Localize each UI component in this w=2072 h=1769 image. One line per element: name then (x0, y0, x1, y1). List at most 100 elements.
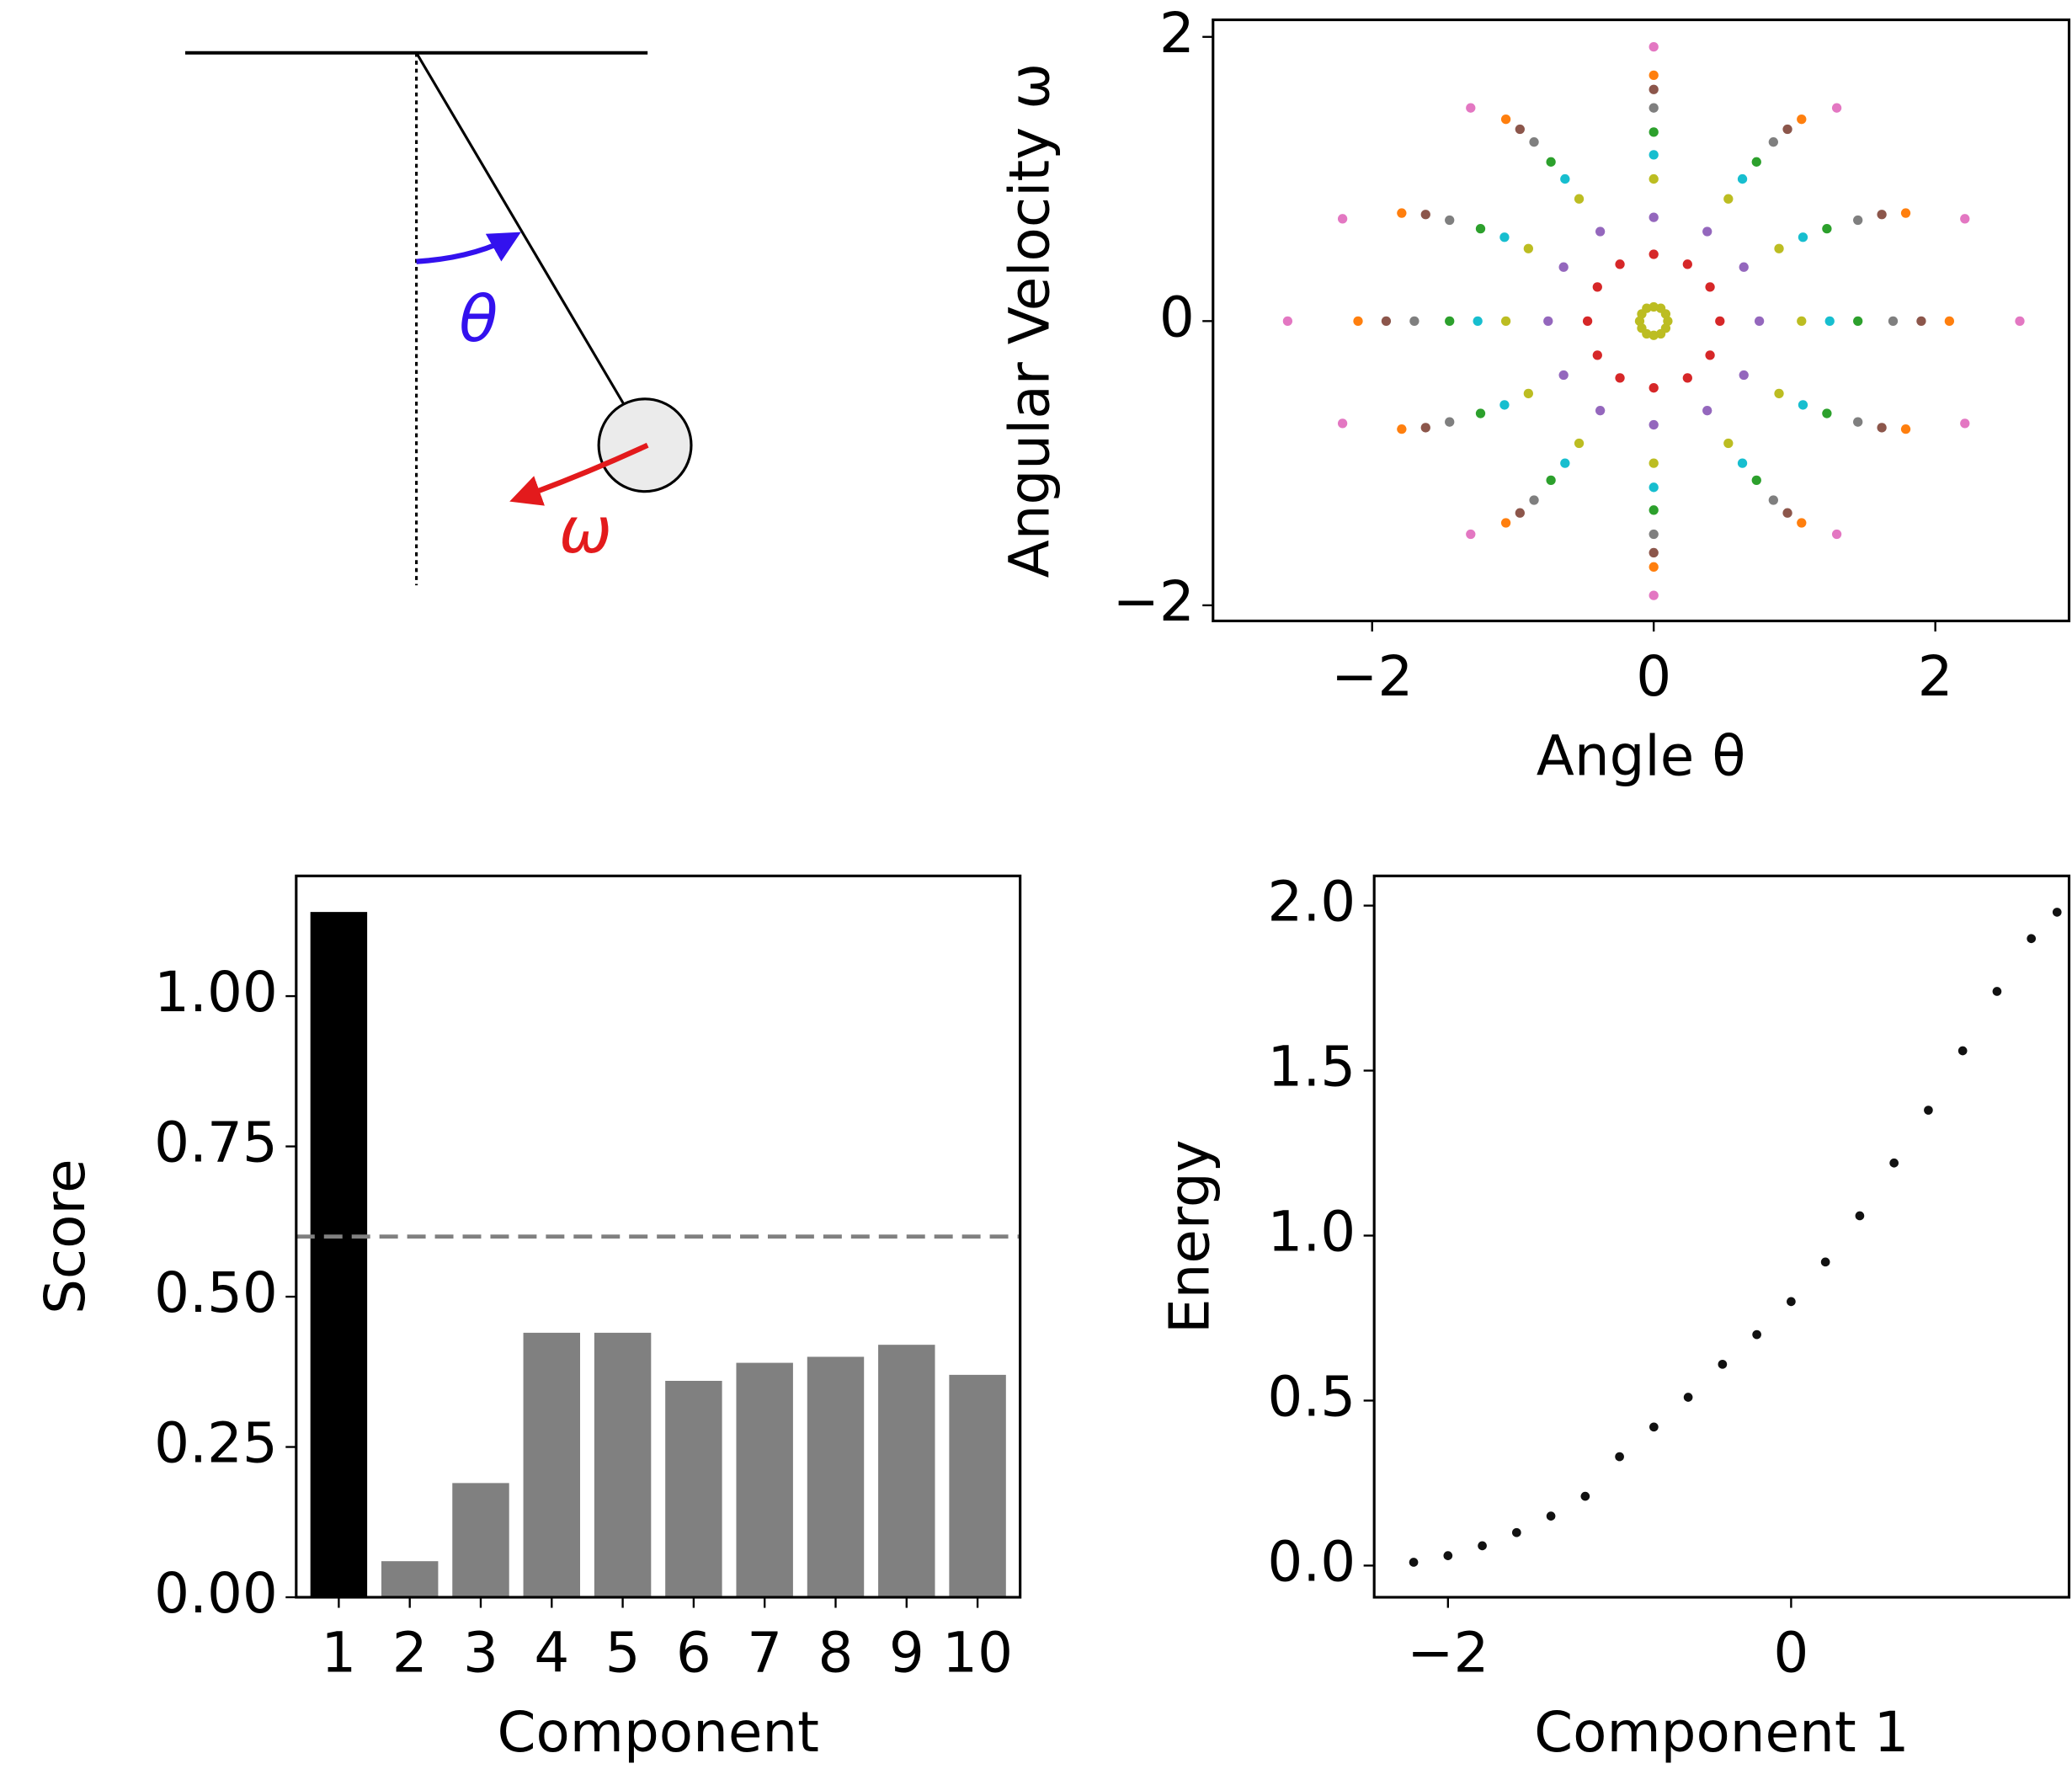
plot-frame (1212, 18, 2071, 623)
point (1889, 1158, 1899, 1168)
bar (949, 1374, 1006, 1598)
point (1478, 1541, 1487, 1551)
point (1381, 316, 1392, 326)
point (2015, 316, 2025, 326)
point (1683, 1393, 1693, 1402)
point (1649, 173, 1659, 184)
x-tick-label: 7 (747, 1621, 782, 1686)
point (1574, 438, 1585, 449)
point (1443, 1551, 1453, 1560)
point (1705, 350, 1715, 360)
y-axis-label: Angular Velocity ω (997, 63, 1062, 578)
point (1739, 262, 1749, 272)
point (1797, 518, 1807, 528)
point (1499, 400, 1510, 410)
point (1574, 194, 1585, 204)
point (1560, 458, 1570, 468)
point (1475, 408, 1486, 418)
point (1822, 223, 1832, 234)
point (1445, 316, 1455, 326)
point (1751, 475, 1761, 486)
omega-label: ω (559, 493, 612, 567)
point (1957, 1046, 1968, 1056)
point (1737, 458, 1748, 468)
point (1615, 259, 1625, 269)
point (1580, 1491, 1590, 1501)
point (1546, 1511, 1556, 1521)
point (1739, 370, 1749, 381)
point (1649, 1422, 1659, 1432)
y-tick-label: 1.5 (1267, 1035, 1356, 1100)
point (1723, 194, 1734, 204)
point (1754, 316, 1765, 326)
point (1515, 124, 1525, 135)
y-tick-label: 1.00 (154, 960, 278, 1025)
x-tick-label: 1 (321, 1621, 356, 1686)
point (1737, 173, 1748, 184)
point (1877, 210, 1887, 220)
point (1924, 1106, 1933, 1115)
point (1445, 215, 1455, 226)
point (1649, 330, 1659, 340)
point (1888, 316, 1899, 326)
point (1900, 208, 1911, 218)
point (1960, 418, 1970, 429)
x-tick-label: 4 (534, 1621, 569, 1686)
point (1595, 406, 1606, 416)
point (1682, 373, 1692, 383)
y-tick-label: 0.50 (154, 1260, 278, 1325)
point (1649, 547, 1659, 558)
point (1523, 388, 1534, 399)
bar (310, 912, 368, 1598)
y-tick-label: 0.00 (154, 1561, 278, 1626)
point (1752, 1329, 1761, 1340)
x-tick-label: 2 (392, 1621, 428, 1686)
point (1649, 150, 1659, 160)
point (1705, 282, 1715, 292)
point (1420, 423, 1430, 433)
point (1787, 1297, 1796, 1307)
point (1782, 508, 1792, 518)
point (1500, 316, 1511, 326)
point (1592, 350, 1602, 360)
point (1558, 370, 1569, 381)
point (1853, 215, 1863, 226)
point (1615, 1452, 1624, 1462)
point (1768, 495, 1778, 505)
point (1855, 1211, 1865, 1221)
point (1900, 424, 1911, 434)
point (1466, 103, 1476, 113)
point (1944, 316, 1955, 326)
point (1649, 383, 1659, 393)
point (1500, 518, 1511, 528)
point (1649, 458, 1659, 468)
point (1475, 223, 1486, 234)
bar (381, 1561, 439, 1598)
point (1718, 1359, 1728, 1369)
pendulum-diagram: θ ω (185, 51, 693, 586)
x-tick-label: 6 (676, 1621, 711, 1686)
point (1831, 103, 1842, 113)
point (1660, 323, 1671, 333)
x-tick-label: 0 (1773, 1621, 1808, 1686)
point (1560, 173, 1570, 184)
point (1822, 408, 1832, 418)
x-tick-label: 9 (889, 1621, 924, 1686)
point (1558, 262, 1569, 272)
bar (665, 1381, 722, 1598)
point (1649, 249, 1659, 259)
point (1797, 316, 1807, 326)
point (1649, 529, 1659, 540)
point (1473, 316, 1483, 326)
point (1466, 529, 1476, 540)
point (1337, 418, 1348, 429)
y-tick-label: 0.5 (1267, 1365, 1356, 1430)
point (1916, 316, 1926, 326)
point (1649, 41, 1659, 52)
point (1515, 508, 1525, 518)
point (1649, 482, 1659, 493)
x-tick-label: 3 (463, 1621, 498, 1686)
theta-arrow (416, 232, 521, 264)
point (1649, 419, 1659, 430)
